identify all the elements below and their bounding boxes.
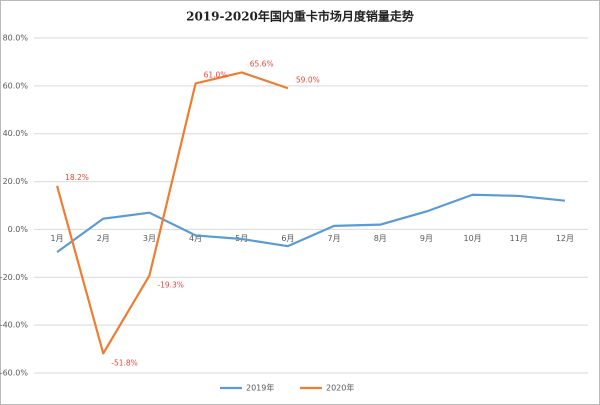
data-label: 65.6% [250,59,274,68]
data-label: 61.0% [204,70,228,79]
x-tick-label: 7月 [328,234,341,243]
x-tick-label: 1月 [51,234,64,243]
x-tick-label: 2月 [97,234,110,243]
y-tick-label: 0.0% [8,225,29,234]
x-tick-label: 11月 [510,234,528,243]
x-tick-label: 8月 [374,234,387,243]
data-label: -51.8% [111,358,138,367]
data-label: -19.3% [157,281,184,290]
x-tick-label: 9月 [420,234,433,243]
x-tick-label: 10月 [463,234,481,243]
y-tick-label: -60.0% [0,369,28,378]
series-line [56,71,289,355]
y-tick-label: -40.0% [0,321,28,330]
y-tick-label: 40.0% [3,129,29,138]
series-line [56,193,566,254]
y-tick-label: 80.0% [3,34,29,43]
x-tick-label: 12月 [556,234,574,243]
chart-title: 2019-2020年国内重卡市场月度销量走势 [186,9,414,24]
x-tick-label: 6月 [281,234,294,243]
x-tick-label: 3月 [143,234,156,243]
legend-label: 2019年 [246,383,274,393]
y-tick-label: -20.0% [0,273,28,282]
data-label: 18.2% [65,173,89,182]
x-tick-label: 4月 [189,234,202,243]
y-tick-label: 60.0% [3,81,29,90]
legend-label: 2020年 [326,383,354,393]
data-label: 59.0% [296,75,320,84]
y-tick-label: 20.0% [3,177,29,186]
